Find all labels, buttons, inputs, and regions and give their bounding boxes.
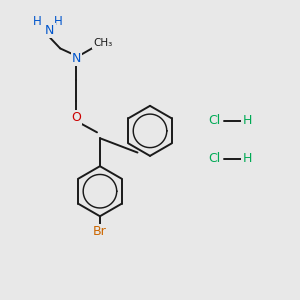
Text: Cl: Cl xyxy=(209,152,221,165)
Text: H: H xyxy=(242,152,252,165)
Text: N: N xyxy=(72,52,81,65)
Text: H: H xyxy=(54,15,62,28)
Text: H: H xyxy=(242,114,252,127)
Text: H: H xyxy=(33,15,42,28)
Text: Cl: Cl xyxy=(209,114,221,127)
Text: Br: Br xyxy=(93,225,107,238)
Text: N: N xyxy=(45,24,55,37)
Text: CH₃: CH₃ xyxy=(93,38,112,48)
Text: O: O xyxy=(71,111,81,124)
